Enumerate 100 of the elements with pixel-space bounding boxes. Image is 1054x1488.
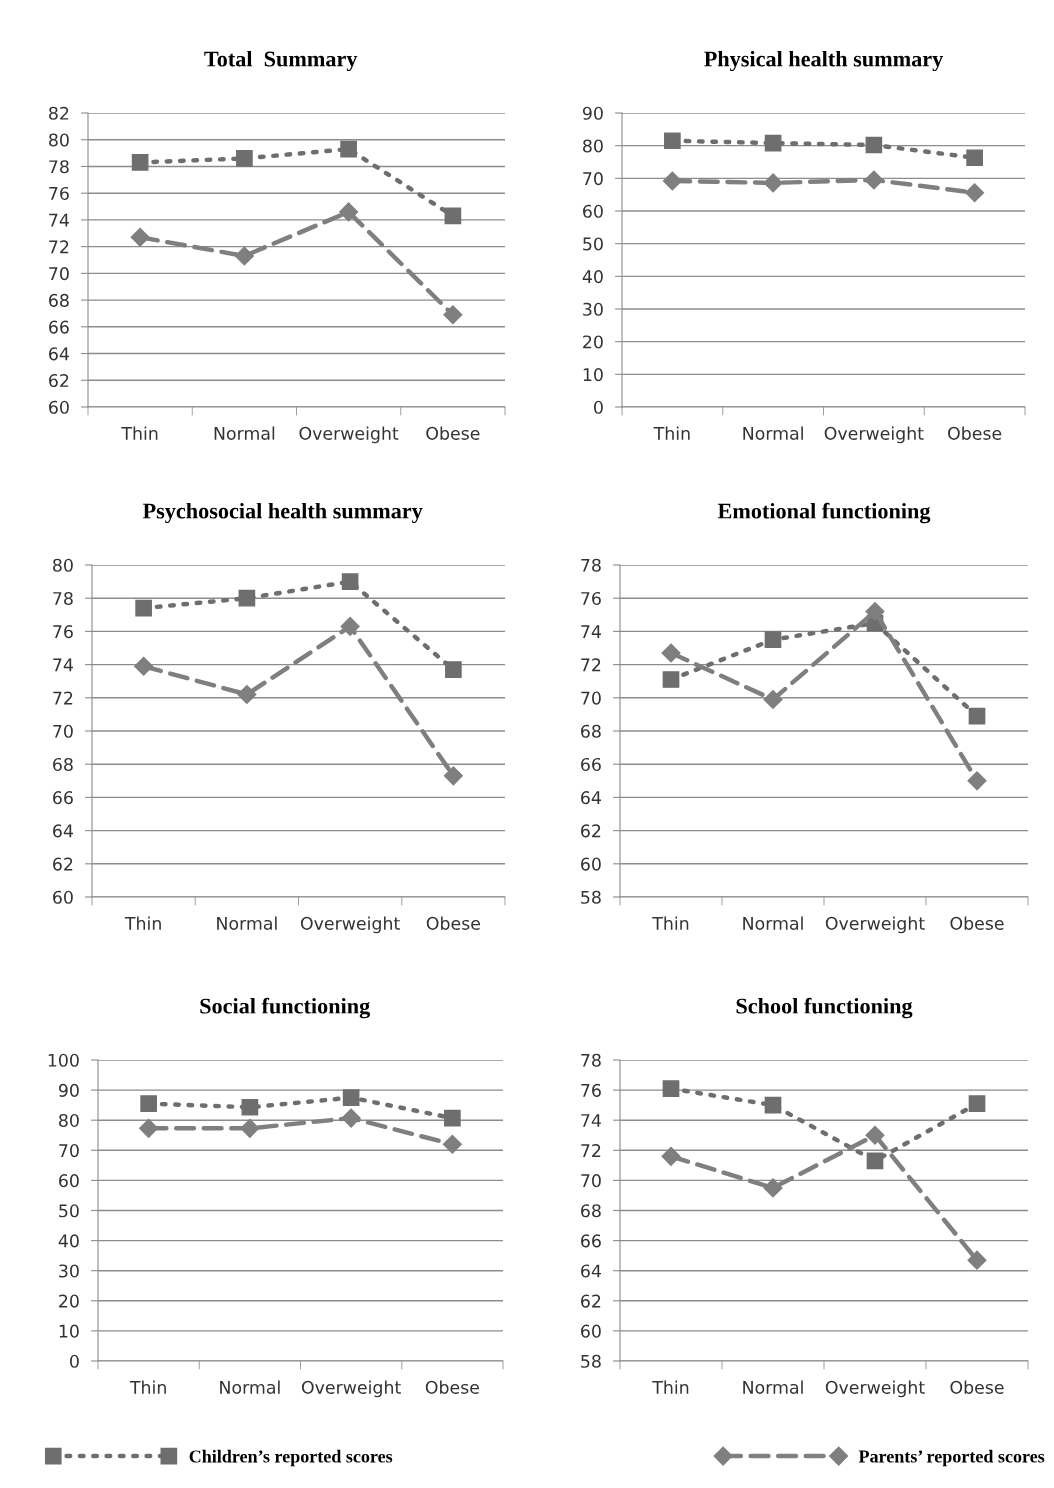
y-tick-label: 60: [59, 1174, 79, 1188]
x-tick-label: Overweight: [301, 1380, 401, 1398]
point: [763, 1178, 783, 1198]
y-tick-label: 80: [53, 558, 73, 572]
y-tick-label: 58: [581, 890, 601, 904]
chart-title: Psychosocial health summary: [142, 502, 423, 524]
y-tick-label: 50: [583, 237, 603, 251]
point: [966, 149, 983, 167]
y-tick-label: 70: [53, 724, 73, 738]
x-tick-label: Thin: [653, 426, 690, 440]
y-tick-label: 74: [581, 1114, 601, 1127]
y-tick-label: 62: [53, 857, 73, 871]
x-tick-label: Normal: [220, 1380, 280, 1394]
y-tick-label: 50: [59, 1204, 79, 1218]
y-tick-label: 68: [581, 724, 601, 738]
point: [662, 1080, 680, 1097]
x-tick-label: Thin: [124, 916, 161, 930]
point: [341, 573, 359, 590]
x-tick-label: Normal: [217, 916, 277, 930]
y-tick-label: 68: [49, 293, 69, 307]
point: [968, 1095, 986, 1112]
x-tick-label: Obese: [950, 916, 1004, 930]
y-tick-label: 76: [581, 1083, 601, 1097]
chart-title: Emotional functioning: [717, 502, 931, 524]
point: [664, 132, 681, 150]
y-tick-label: 80: [583, 139, 603, 153]
y-tick-label: 78: [53, 591, 73, 606]
y-tick-label: 70: [583, 172, 603, 186]
y-tick-label: 64: [53, 824, 73, 838]
point: [865, 136, 883, 154]
point: [866, 1152, 884, 1170]
point: [340, 616, 360, 636]
point: [234, 246, 254, 266]
y-tick-label: 60: [53, 890, 73, 904]
y-tick-label: 60: [581, 1324, 601, 1338]
x-tick-label: Overweight: [825, 916, 925, 934]
y-tick-label: 68: [581, 1204, 601, 1218]
y-tick-label: 78: [581, 558, 601, 572]
y-tick-label: 80: [59, 1113, 79, 1128]
point: [130, 227, 150, 247]
x-tick-label: Thin: [652, 916, 689, 930]
x-tick-label: Obese: [425, 1380, 479, 1394]
y-tick-label: 0: [70, 1354, 79, 1368]
y-tick-label: 70: [581, 1174, 601, 1188]
y-tick-label: 68: [53, 757, 73, 772]
y-tick-label: 72: [581, 658, 601, 672]
y-tick-label: 100: [48, 1053, 79, 1067]
point: [764, 1096, 782, 1114]
y-tick-label: 20: [583, 335, 603, 349]
x-tick-label: Thin: [652, 1380, 689, 1394]
point: [340, 140, 357, 158]
x-tick-label: Normal: [743, 1380, 803, 1394]
y-tick-label: 40: [582, 270, 603, 284]
point: [236, 150, 253, 167]
y-tick-label: 76: [581, 591, 601, 606]
y-tick-label: 62: [581, 1294, 601, 1308]
y-tick-label: 90: [582, 106, 603, 120]
x-tick-label: Obese: [426, 426, 480, 440]
x-tick-label: Overweight: [300, 916, 400, 934]
chart-title: Social functioning: [200, 997, 370, 1019]
point: [140, 1095, 157, 1112]
point: [237, 684, 257, 705]
x-tick-label: Overweight: [824, 426, 924, 444]
point: [764, 134, 782, 152]
y-tick-label: 78: [49, 160, 69, 174]
point: [661, 1146, 681, 1166]
y-tick-label: 60: [49, 400, 69, 414]
y-tick-label: 76: [49, 186, 69, 201]
y-tick-label: 20: [59, 1294, 79, 1308]
y-tick-label: 10: [583, 368, 603, 382]
y-tick-label: 30: [59, 1264, 79, 1278]
chart-title: Physical health summary: [704, 50, 944, 72]
point: [865, 601, 885, 622]
point: [238, 589, 256, 607]
x-tick-label: Normal: [743, 426, 803, 440]
y-tick-label: 62: [49, 373, 69, 388]
point: [241, 1098, 259, 1116]
x-tick-label: Overweight: [825, 1380, 925, 1398]
y-tick-label: 64: [581, 791, 601, 805]
point: [967, 771, 987, 791]
y-tick-label: 66: [49, 320, 69, 334]
x-tick-label: Thin: [129, 1380, 166, 1394]
y-tick-label: 76: [53, 625, 73, 639]
point: [442, 1134, 462, 1154]
y-tick-label: 40: [58, 1234, 79, 1248]
x-tick-label: Thin: [121, 426, 158, 440]
y-tick-label: 74: [53, 658, 73, 672]
point: [134, 656, 154, 676]
y-tick-label: 0: [594, 400, 603, 414]
x-tick-label: Normal: [743, 916, 803, 930]
y-tick-label: 80: [49, 133, 69, 147]
x-tick-label: Normal: [214, 426, 275, 440]
point: [763, 173, 783, 193]
point: [342, 1089, 360, 1106]
y-tick-label: 72: [49, 240, 69, 254]
y-tick-label: 66: [53, 791, 73, 805]
y-tick-label: 82: [49, 106, 69, 120]
y-tick-label: 60: [583, 204, 603, 218]
y-tick-label: 58: [581, 1354, 601, 1368]
point: [240, 1118, 260, 1138]
